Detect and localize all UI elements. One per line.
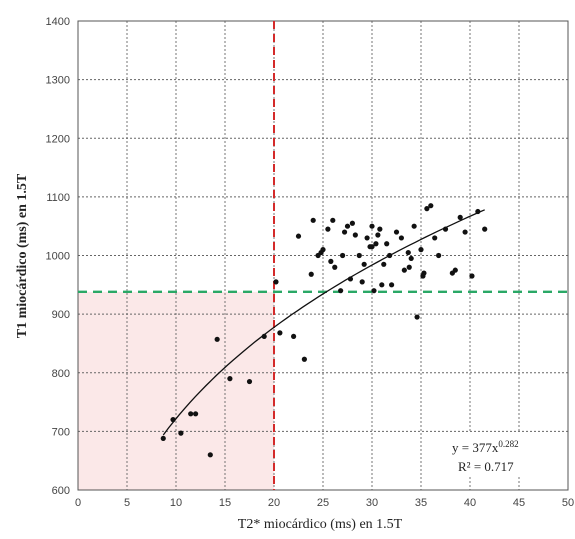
- data-point: [375, 232, 381, 238]
- data-point: [332, 264, 338, 270]
- equation-box: y = 377x0.282 R² = 0.717: [446, 433, 558, 477]
- data-point: [341, 229, 348, 235]
- data-point: [411, 223, 417, 229]
- y-tick-labels: 600 700 800 900 1000 1100 1200 1300 1400: [46, 16, 70, 497]
- y-tick-label: 700: [52, 426, 70, 438]
- fit-equation-exponent: 0.282: [498, 439, 518, 449]
- data-point: [406, 264, 412, 270]
- y-tick-label: 1000: [46, 251, 70, 263]
- data-point: [340, 252, 346, 259]
- data-point: [338, 288, 344, 294]
- data-point: [349, 220, 355, 226]
- data-point: [381, 261, 387, 267]
- y-tick-label: 1300: [46, 75, 70, 87]
- x-tick-label: 5: [124, 497, 130, 509]
- data-point: [462, 229, 468, 235]
- data-point: [330, 217, 336, 223]
- data-point: [361, 261, 367, 267]
- data-point: [469, 273, 475, 279]
- data-point: [371, 288, 377, 294]
- fit-curve: [162, 209, 485, 436]
- data-point: [379, 282, 385, 288]
- equation-box-background: [446, 433, 558, 477]
- x-tick-label: 25: [317, 497, 329, 509]
- data-point: [277, 330, 283, 336]
- data-point: [449, 270, 455, 276]
- data-point: [436, 252, 442, 259]
- y-tick-label: 1200: [46, 133, 70, 145]
- y-tick-label: 800: [52, 368, 70, 380]
- data-point: [418, 247, 424, 253]
- data-point: [178, 430, 184, 436]
- data-point: [325, 226, 331, 232]
- y-tick-label: 1400: [46, 16, 70, 28]
- data-point: [246, 378, 253, 385]
- x-tick-labels: 0 5 10 15 20 25 30 35 40 45 50: [75, 497, 574, 509]
- data-point: [328, 258, 334, 264]
- y-tick-label: 1100: [46, 192, 70, 204]
- data-point: [384, 241, 390, 247]
- data-point: [482, 226, 488, 232]
- data-point: [377, 226, 383, 232]
- x-tick-label: 50: [562, 497, 574, 509]
- data-point: [401, 267, 407, 273]
- x-tick-label: 15: [219, 497, 231, 509]
- y-tick-label: 600: [52, 485, 70, 497]
- x-tick-label: 35: [415, 497, 427, 509]
- data-point: [318, 249, 324, 256]
- data-point: [389, 282, 395, 288]
- data-point: [160, 435, 166, 442]
- data-point: [420, 273, 426, 279]
- r-squared: R² = 0.717: [458, 459, 514, 474]
- data-point: [344, 223, 351, 229]
- x-tick-label: 45: [513, 497, 525, 509]
- data-point: [214, 336, 220, 342]
- data-point: [227, 376, 233, 382]
- x-tick-label: 10: [170, 497, 182, 509]
- plot-frame: [77, 20, 569, 491]
- x-axis-title: T2* miocárdico (ms) en 1.5T: [238, 517, 403, 532]
- y-tick-label: 900: [52, 309, 70, 321]
- data-points: [160, 203, 488, 458]
- data-point: [373, 241, 379, 247]
- data-point: [207, 452, 213, 458]
- data-point: [291, 333, 297, 340]
- data-point: [310, 217, 316, 223]
- x-tick-label: 30: [366, 497, 378, 509]
- data-point: [408, 255, 414, 262]
- data-point: [405, 249, 411, 256]
- data-point: [457, 214, 463, 220]
- data-point: [364, 235, 370, 241]
- data-point: [369, 223, 375, 229]
- data-point: [188, 411, 194, 417]
- data-point: [295, 233, 302, 239]
- data-point: [356, 252, 362, 259]
- data-point: [359, 279, 365, 285]
- fit-equation: y = 377x0.282: [452, 439, 519, 455]
- data-point: [432, 235, 438, 241]
- data-point: [193, 411, 199, 417]
- x-tick-label: 0: [75, 497, 81, 509]
- fit-equation-base: y = 377x: [452, 440, 499, 455]
- grid: [78, 21, 568, 490]
- y-axis-title: T1 miocárdico (ms) en 1.5T: [15, 173, 30, 338]
- data-point: [428, 203, 434, 209]
- data-point: [414, 314, 420, 320]
- data-point: [301, 356, 307, 362]
- data-point: [352, 232, 358, 238]
- data-point: [369, 244, 375, 250]
- data-point: [273, 279, 279, 285]
- x-tick-label: 20: [268, 497, 280, 509]
- data-point: [424, 206, 430, 212]
- data-point: [308, 271, 314, 277]
- data-point: [398, 235, 404, 241]
- x-tick-label: 40: [464, 497, 476, 509]
- data-point: [393, 229, 400, 235]
